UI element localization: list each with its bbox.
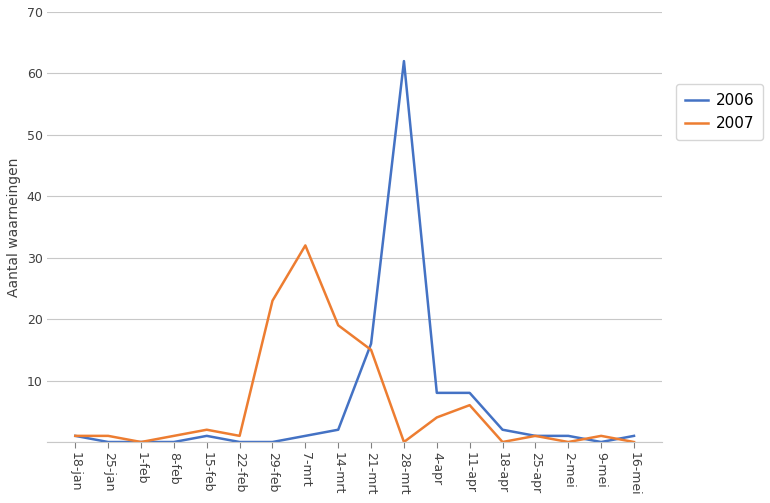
Legend: 2006, 2007: 2006, 2007 xyxy=(676,84,763,140)
2007 xyxy=(432,414,441,421)
2007 xyxy=(301,242,310,248)
2006 xyxy=(400,58,409,64)
2006 xyxy=(432,390,441,396)
2007 xyxy=(235,433,244,439)
2006 xyxy=(333,427,343,433)
2006 xyxy=(136,439,146,445)
2007 xyxy=(498,439,507,445)
2007 xyxy=(367,347,376,353)
2007 xyxy=(400,439,409,445)
Line: 2007: 2007 xyxy=(75,245,634,442)
2007 xyxy=(103,433,112,439)
2006 xyxy=(465,390,474,396)
2007 xyxy=(268,298,277,304)
2007 xyxy=(531,433,540,439)
2007 xyxy=(333,322,343,328)
2007 xyxy=(629,439,638,445)
2007 xyxy=(465,402,474,408)
2006 xyxy=(235,439,244,445)
2006 xyxy=(268,439,277,445)
2006 xyxy=(169,439,179,445)
2006 xyxy=(203,433,212,439)
2007 xyxy=(597,433,606,439)
2006 xyxy=(597,439,606,445)
2006 xyxy=(498,427,507,433)
2007 xyxy=(136,439,146,445)
2006 xyxy=(301,433,310,439)
2006 xyxy=(629,433,638,439)
2006 xyxy=(564,433,573,439)
Y-axis label: Aantal waarneingen: Aantal waarneingen xyxy=(7,157,21,297)
2007 xyxy=(203,427,212,433)
2007 xyxy=(71,433,80,439)
Line: 2006: 2006 xyxy=(75,61,634,442)
2006 xyxy=(367,341,376,347)
2006 xyxy=(531,433,540,439)
2006 xyxy=(103,439,112,445)
2007 xyxy=(564,439,573,445)
2007 xyxy=(169,433,179,439)
2006 xyxy=(71,433,80,439)
